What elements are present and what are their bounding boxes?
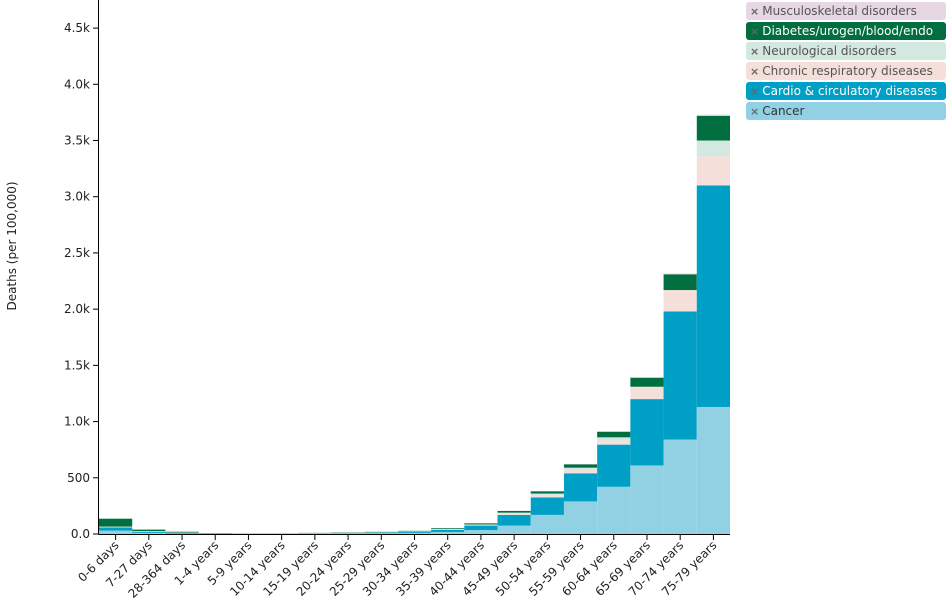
bar-segment[interactable] xyxy=(597,441,630,445)
bar-segment[interactable] xyxy=(697,185,730,406)
bar-segment[interactable] xyxy=(597,432,630,438)
legend: ×Musculoskeletal disorders×Diabetes/urog… xyxy=(746,2,946,122)
bar-segment[interactable] xyxy=(630,387,663,388)
bar-segment[interactable] xyxy=(564,501,597,534)
close-icon[interactable]: × xyxy=(750,85,759,98)
legend-label: Chronic respiratory diseases xyxy=(762,64,933,78)
bar-segment[interactable] xyxy=(697,115,730,116)
bar-segment[interactable] xyxy=(464,530,497,534)
bar-segment[interactable] xyxy=(531,495,564,497)
bar-segment[interactable] xyxy=(531,491,564,493)
bar-segment[interactable] xyxy=(331,533,364,534)
legend-item[interactable]: ×Cardio & circulatory diseases xyxy=(746,82,946,100)
bar-segment[interactable] xyxy=(597,445,630,487)
bar-segment[interactable] xyxy=(597,437,630,440)
bar-segment[interactable] xyxy=(697,156,730,185)
y-axis: 0.0 500 1.0k 1.5k 2.0k 2.5k 3.0k 3.5k 4.0k 4.5k xyxy=(64,0,99,541)
legend-item[interactable]: ×Diabetes/urogen/blood/endo xyxy=(746,22,946,40)
legend-label: Cardio & circulatory diseases xyxy=(762,84,937,98)
legend-label: Diabetes/urogen/blood/endo xyxy=(762,24,933,38)
bar-segment[interactable] xyxy=(398,533,431,534)
bar-segment[interactable] xyxy=(664,273,697,274)
bar-segment[interactable] xyxy=(697,141,730,157)
stacked-bar-chart: Deaths (per 100,000) 0.0 500 1.0k 1.5k 2.0k 2… xyxy=(0,0,740,605)
bar-segment[interactable] xyxy=(165,532,198,533)
bar-segment[interactable] xyxy=(431,528,464,529)
bar-segment[interactable] xyxy=(431,530,464,532)
legend-label: Neurological disorders xyxy=(762,44,896,58)
bar-segment[interactable] xyxy=(464,523,497,524)
bar-segment[interactable] xyxy=(564,473,597,501)
y-tick-label: 500 xyxy=(67,471,90,485)
close-icon[interactable]: × xyxy=(750,5,759,18)
bar-segment[interactable] xyxy=(630,465,663,534)
chart-svg: Deaths (per 100,000) 0.0 500 1.0k 1.5k 2.0k 2… xyxy=(0,0,740,605)
legend-item[interactable]: ×Musculoskeletal disorders xyxy=(746,2,946,20)
bar-segment[interactable] xyxy=(99,527,132,528)
bar-segment[interactable] xyxy=(498,514,531,515)
y-tick-label: 1.0k xyxy=(64,415,90,429)
bar-segment[interactable] xyxy=(99,527,132,530)
close-icon[interactable]: × xyxy=(750,105,759,118)
bar-segment[interactable] xyxy=(664,274,697,290)
bar-segment[interactable] xyxy=(531,494,564,496)
bar-segment[interactable] xyxy=(464,524,497,525)
bars xyxy=(99,115,730,534)
bar-segment[interactable] xyxy=(132,530,165,531)
bar-segment[interactable] xyxy=(664,311,697,439)
bar-segment[interactable] xyxy=(464,525,497,526)
bar-segment[interactable] xyxy=(564,470,597,473)
legend-item[interactable]: ×Cancer xyxy=(746,102,946,120)
bar-segment[interactable] xyxy=(630,377,663,378)
bar-segment[interactable] xyxy=(630,378,663,387)
bar-segment[interactable] xyxy=(99,519,132,527)
bar-segment[interactable] xyxy=(498,511,531,513)
y-tick-label: 1.5k xyxy=(64,358,90,372)
bar-segment[interactable] xyxy=(365,533,398,534)
bar-segment[interactable] xyxy=(498,513,531,514)
bar-segment[interactable] xyxy=(564,464,597,467)
bar-segment[interactable] xyxy=(697,407,730,534)
legend-item[interactable]: ×Neurological disorders xyxy=(746,42,946,60)
bar-segment[interactable] xyxy=(99,531,132,534)
close-icon[interactable]: × xyxy=(750,65,759,78)
bar-segment[interactable] xyxy=(165,533,198,534)
bar-segment[interactable] xyxy=(630,388,663,399)
close-icon[interactable]: × xyxy=(750,25,759,38)
legend-item[interactable]: ×Chronic respiratory diseases xyxy=(746,62,946,80)
bar-segment[interactable] xyxy=(564,468,597,470)
y-tick-label: 2.5k xyxy=(64,246,90,260)
y-tick-label: 3.5k xyxy=(64,134,90,148)
bar-segment[interactable] xyxy=(664,290,697,311)
y-tick-label: 3.0k xyxy=(64,190,90,204)
bar-segment[interactable] xyxy=(398,531,431,532)
y-tick-label: 0.0 xyxy=(71,527,90,541)
y-tick-label: 4.0k xyxy=(64,77,90,91)
close-icon[interactable]: × xyxy=(750,45,759,58)
bar-segment[interactable] xyxy=(697,116,730,141)
y-tick-label: 4.5k xyxy=(64,21,90,35)
y-tick-label: 2.0k xyxy=(64,302,90,316)
legend-label: Cancer xyxy=(762,104,804,118)
bar-segment[interactable] xyxy=(531,497,564,514)
y-axis-title: Deaths (per 100,000) xyxy=(5,181,19,310)
bar-segment[interactable] xyxy=(431,532,464,534)
bar-segment[interactable] xyxy=(531,515,564,534)
bar-segment[interactable] xyxy=(498,515,531,526)
bar-segment[interactable] xyxy=(398,532,431,533)
bar-segment[interactable] xyxy=(132,533,165,534)
bar-segment[interactable] xyxy=(132,532,165,533)
bar-segment[interactable] xyxy=(597,487,630,534)
bar-segment[interactable] xyxy=(630,399,663,465)
bar-segment[interactable] xyxy=(498,526,531,534)
legend-label: Musculoskeletal disorders xyxy=(762,4,917,18)
bar-segment[interactable] xyxy=(664,440,697,534)
bar-segment[interactable] xyxy=(464,526,497,530)
bar-segment[interactable] xyxy=(165,533,198,534)
bar-segment[interactable] xyxy=(365,533,398,534)
